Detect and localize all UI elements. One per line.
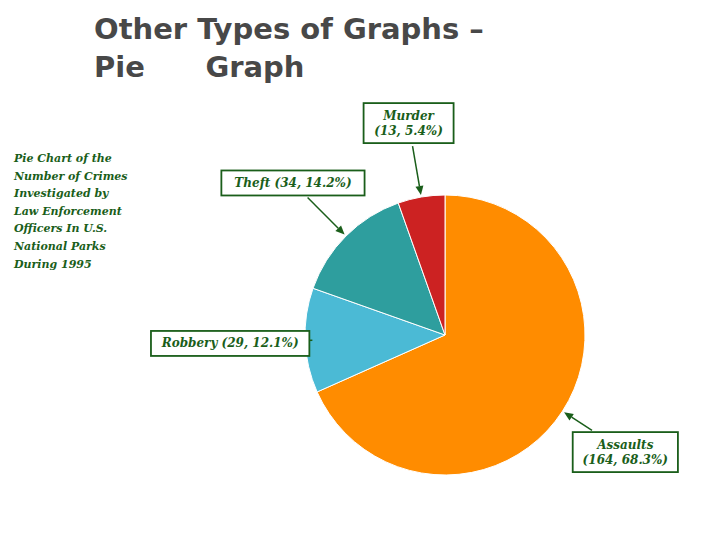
html-text:Other Types of Graphs – Pie Gr: Other Types of Graphs – Pie Graph <box>94 12 484 84</box>
svg-text:Murder(13, 5.4%): Murder(13, 5.4%) <box>374 109 443 138</box>
svg-text:Robbery (29, 12.1%): Robbery (29, 12.1%) <box>161 336 299 350</box>
svg-text:Theft (34, 14.2%): Theft (34, 14.2%) <box>234 176 351 190</box>
svg-text:Assaults(164, 68.3%): Assaults(164, 68.3%) <box>583 438 668 467</box>
html-text:Pie Chart of the Number of Cri: Pie Chart of the Number of Crimes Invest… <box>14 152 128 271</box>
